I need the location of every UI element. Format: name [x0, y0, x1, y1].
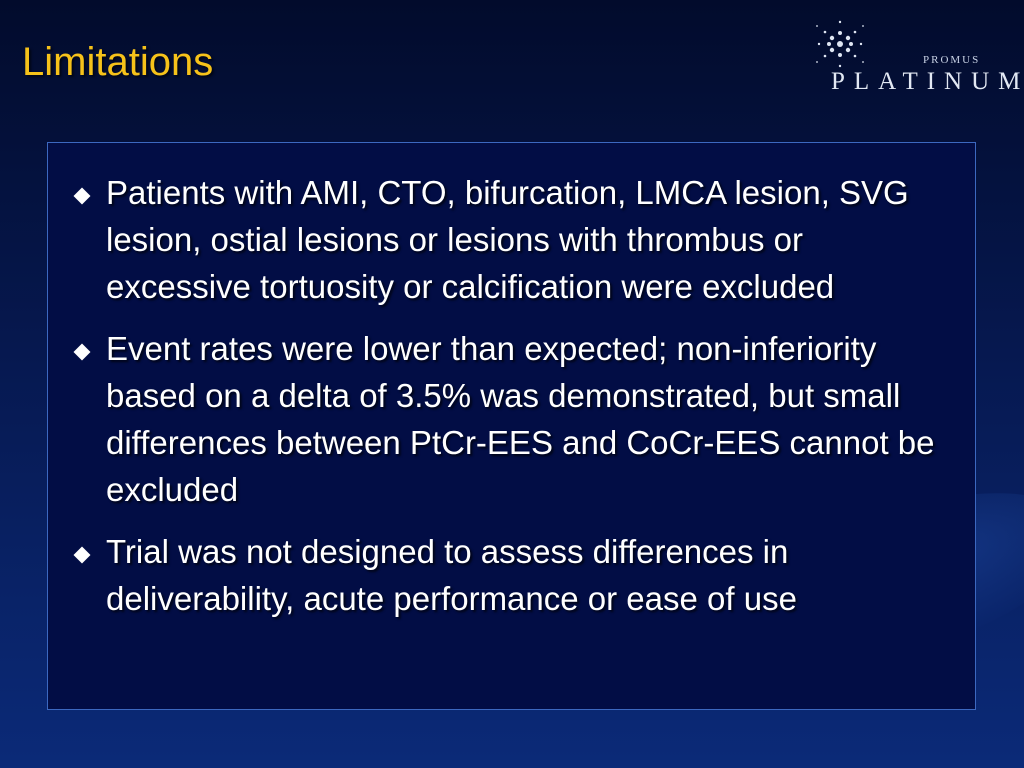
logo-brand-large: PLATINUM: [831, 68, 1024, 95]
diamond-bullet-icon: [73, 343, 91, 361]
bullet-item: Trial was not designed to assess differe…: [73, 528, 951, 622]
bullet-list: Patients with AMI, CTO, bifurcation, LMC…: [48, 143, 975, 622]
diamond-bullet-icon: [73, 187, 91, 205]
diamond-bullet-icon: [73, 546, 91, 564]
bullet-text: Event rates were lower than expected; no…: [106, 330, 935, 508]
content-box: Patients with AMI, CTO, bifurcation, LMC…: [47, 142, 976, 710]
bullet-text: Trial was not designed to assess differe…: [106, 533, 797, 617]
bullet-item: Event rates were lower than expected; no…: [73, 325, 951, 513]
bullet-item: Patients with AMI, CTO, bifurcation, LMC…: [73, 169, 951, 310]
bullet-text: Patients with AMI, CTO, bifurcation, LMC…: [106, 174, 909, 305]
promus-platinum-logo: PROMUS PLATINUM: [805, 14, 1024, 100]
logo-brand-small: PROMUS: [923, 54, 981, 66]
slide-title: Limitations: [22, 40, 214, 84]
starburst-icon: [816, 20, 864, 68]
